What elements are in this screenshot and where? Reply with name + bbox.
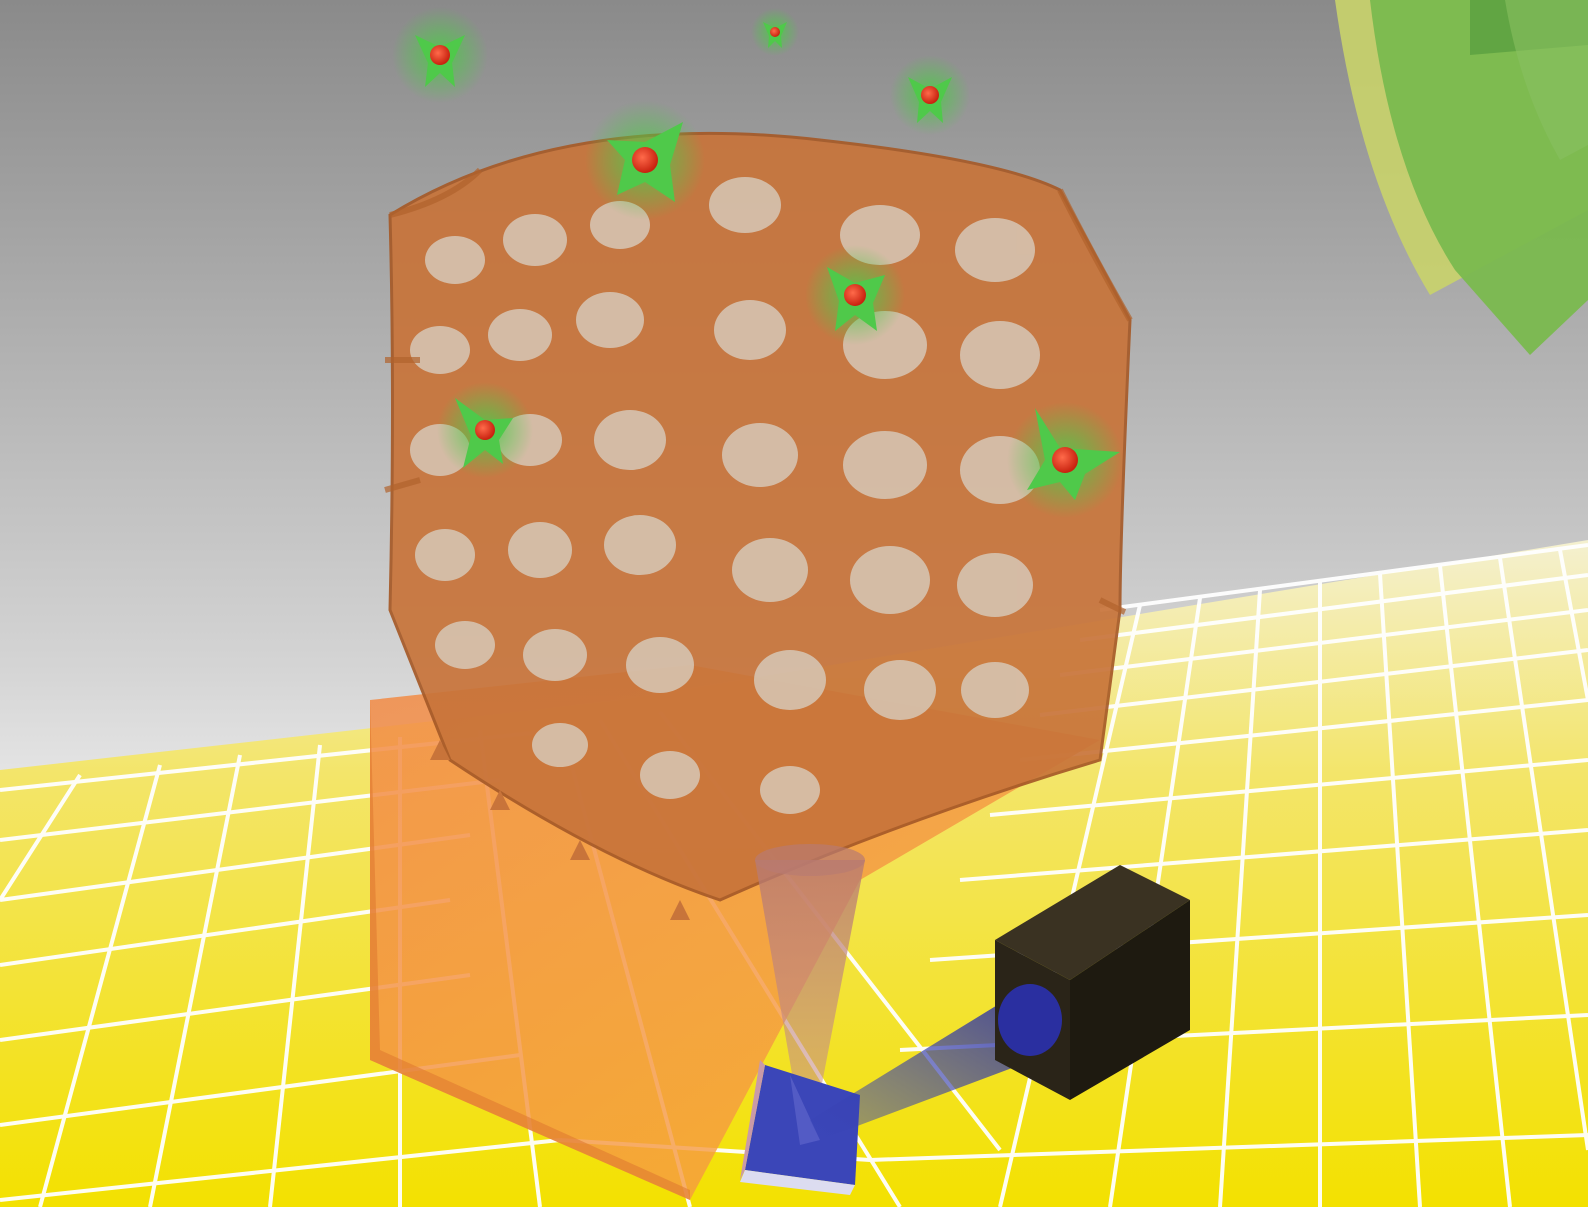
prism — [740, 1060, 860, 1195]
gyroid-lattice — [384, 131, 1133, 920]
molecule — [890, 55, 970, 135]
detector-camera — [995, 865, 1190, 1100]
molecule — [751, 8, 799, 56]
corner-arcs — [1335, 0, 1588, 355]
molecule — [805, 245, 905, 345]
molecule — [585, 100, 705, 220]
light-cone — [755, 844, 865, 1120]
molecule — [1007, 402, 1123, 518]
molecule — [437, 382, 533, 478]
green-molecules — [392, 7, 1123, 518]
molecule — [392, 7, 488, 103]
